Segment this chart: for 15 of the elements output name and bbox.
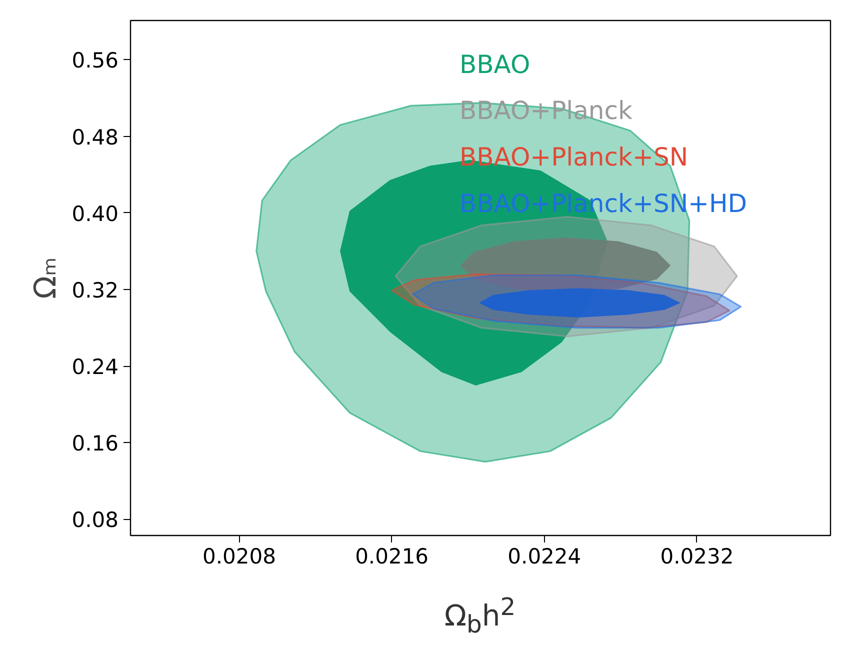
x-tick-label: 0.0216 bbox=[355, 544, 429, 568]
x-tick-label: 0.0232 bbox=[660, 544, 734, 568]
y-tick-label: 0.24 bbox=[72, 355, 119, 380]
y-tick-label: 0.16 bbox=[72, 432, 119, 456]
y-tick-label: 0.48 bbox=[72, 125, 119, 150]
series-label: BBAO bbox=[460, 50, 530, 79]
y-tick-label: 0.32 bbox=[72, 278, 119, 302]
y-tick-label: 0.08 bbox=[72, 508, 119, 532]
x-axis-title: Ω$_{b}$h$^{2}$ bbox=[443, 592, 517, 640]
x-tick-label: 0.0208 bbox=[202, 544, 276, 568]
y-tick-label: 0.40 bbox=[72, 202, 119, 226]
y-tick-label: 0.56 bbox=[72, 48, 119, 73]
text: BBAO+Planck+SN+HD bbox=[460, 188, 748, 218]
x-tick-label: 0.0224 bbox=[508, 544, 582, 568]
y-axis-title: Ωₘ bbox=[28, 257, 64, 299]
